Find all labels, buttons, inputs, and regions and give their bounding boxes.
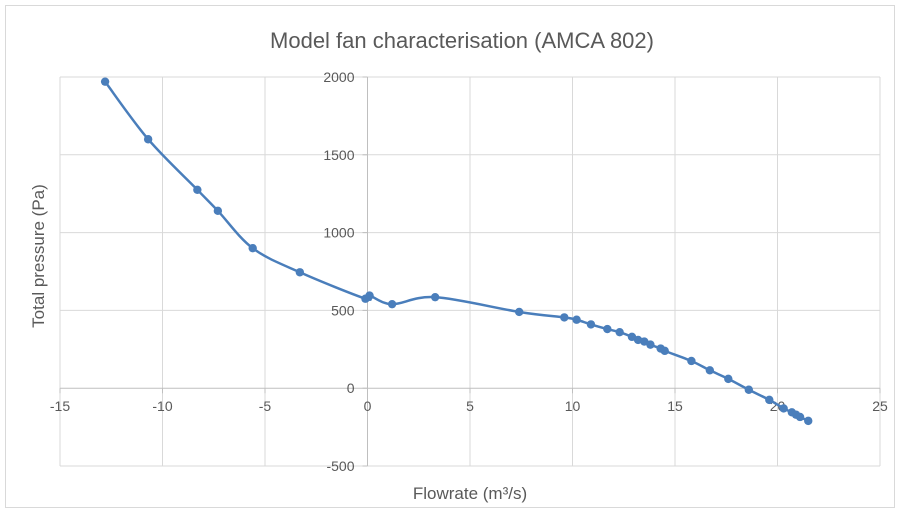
data-point [572,315,581,324]
data-point [143,135,153,144]
x-tick-label: -10 [152,398,172,414]
data-point [560,313,569,322]
data-point [213,206,223,216]
data-points [100,77,813,426]
series-path [104,80,809,423]
data-point [615,327,624,337]
x-tick-label: 10 [565,398,581,414]
data-point [779,404,788,413]
y-tick-label: 500 [331,302,355,318]
data-point [646,340,655,349]
data-point [804,416,813,426]
x-tick-label: 25 [872,398,888,414]
data-point [100,77,110,86]
chart-title: Model fan characterisation (AMCA 802) [270,28,654,53]
x-tick-label: -15 [50,398,70,414]
x-tick-label: 0 [364,398,372,414]
chart-frame [5,5,895,508]
data-point [295,268,305,277]
data-point [515,307,524,317]
data-point [765,395,774,405]
data-point [248,243,257,253]
gridlines [59,76,881,467]
y-axis-label: Total pressure (Pa) [29,184,48,328]
data-point [603,324,612,334]
y-tick-label: 0 [347,380,355,396]
data-point [586,320,596,329]
data-point [687,356,696,366]
data-point [724,374,733,384]
data-point [365,291,374,300]
data-point [660,346,669,356]
y-tick-label: 2000 [323,69,354,85]
y-tick-label: -500 [326,458,354,474]
data-point [744,385,753,394]
x-axis-label: Flowrate (m³/s) [413,484,527,503]
data-point [795,412,805,422]
data-point [193,185,202,195]
y-tick-label: 1500 [323,147,354,163]
y-tick-label: 1000 [323,225,354,241]
series-line [104,80,809,423]
data-point [387,299,397,309]
data-point [705,366,715,375]
x-tick-label: 15 [667,398,683,414]
x-tick-label: -5 [259,398,272,414]
data-point [430,292,440,302]
x-tick-label: 5 [466,398,474,414]
